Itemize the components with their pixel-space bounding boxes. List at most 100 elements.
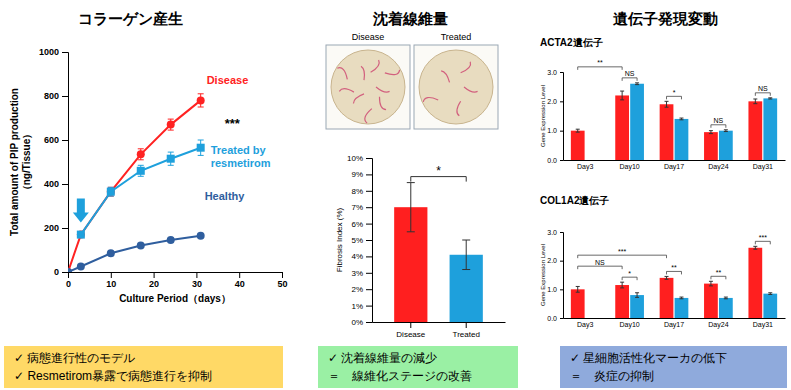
marker (197, 96, 205, 104)
significance: * (673, 89, 676, 96)
error-bar (709, 131, 713, 134)
tick-label: 9% (351, 170, 363, 179)
tick-label: 20 (149, 279, 159, 289)
tick: 8% (351, 187, 372, 196)
marker (137, 167, 145, 175)
bracket (578, 255, 667, 258)
error-bar (168, 152, 174, 165)
tick-mark (366, 289, 372, 290)
tick-mark (62, 140, 68, 141)
significance: * (436, 164, 441, 178)
tick-mark (560, 101, 563, 102)
axis-line (366, 159, 373, 323)
tick-label: 1% (351, 302, 363, 311)
axis: Day3Day10Day17Day24Day31 (564, 318, 786, 329)
axis-title: （ng/Tissue） (21, 129, 32, 196)
tick: Day24 (708, 160, 728, 171)
tick-label: 400 (44, 179, 59, 189)
bar (719, 131, 733, 160)
marker (107, 188, 115, 196)
tick-label: 2% (351, 285, 363, 294)
tick-label: 2.0 (547, 257, 557, 264)
image-frame (326, 45, 410, 129)
bar (763, 98, 777, 160)
tick-label: Day17 (664, 163, 684, 171)
marker (107, 188, 115, 196)
tick-mark (62, 96, 68, 97)
error-bar (665, 101, 669, 107)
axis: 0.01.02.03.0 (547, 69, 563, 164)
error-bar (635, 83, 639, 85)
tick: Day3 (577, 160, 593, 171)
significance: *** (759, 234, 767, 241)
tick: 0.0 (547, 157, 563, 164)
plot-area (394, 183, 483, 322)
tick-label: 0 (66, 279, 71, 289)
bar (748, 101, 762, 160)
significance: ** (671, 264, 677, 271)
tick-mark (366, 191, 372, 192)
significance: *** (225, 116, 241, 131)
tick-label: 4% (351, 252, 363, 261)
summary-text: ✓ 沈着線維量の減少 (328, 351, 437, 365)
axis-line (564, 318, 786, 319)
bar (675, 119, 689, 160)
fiber (461, 62, 471, 73)
tick: Day17 (664, 160, 684, 171)
bracket (667, 271, 682, 274)
axis-title: Culture Period（days） (119, 293, 231, 304)
tick-label: 3.0 (547, 229, 557, 236)
bracket (755, 93, 770, 96)
grouped-bar-chart: COL1A2遺伝子Day3Day10Day17Day24Day310.01.02… (540, 195, 786, 329)
error-bar (138, 165, 144, 176)
significance: * (628, 270, 631, 277)
tick-mark (560, 318, 563, 319)
tick-label: 8% (351, 187, 363, 196)
tick: Day31 (753, 160, 773, 171)
tick-label: 1.0 (547, 286, 557, 293)
axis: 0.01.02.03.0 (547, 229, 563, 322)
tick-label: 0% (351, 318, 363, 327)
tick-label: 1000 (39, 47, 59, 57)
summary-text: ＝ 炎症の抑制 (570, 369, 654, 383)
section-title: 遺伝子発現変動 (613, 10, 718, 27)
error-bar (407, 183, 415, 232)
tick-label: 0.0 (547, 157, 557, 164)
bar (704, 284, 718, 318)
tick-mark (62, 228, 68, 229)
marker (197, 232, 205, 240)
tick-label: 6% (351, 220, 363, 229)
axis: 01020304050 (66, 272, 288, 289)
fiber (361, 66, 364, 80)
tick-mark (560, 160, 563, 161)
fiber (385, 70, 400, 75)
tick-label: Day3 (577, 321, 593, 329)
tick: 800 (44, 91, 68, 101)
fiber (379, 97, 386, 110)
error-bar (108, 187, 114, 196)
tick: 3% (351, 269, 372, 278)
tick-mark (62, 272, 68, 273)
tick-mark (560, 232, 563, 233)
series-line (81, 148, 201, 235)
error-bar (462, 240, 470, 270)
tick-mark (466, 322, 467, 328)
error-bar (620, 91, 624, 100)
axis-line (69, 273, 283, 279)
summary-text: ✓ Resmetirom暴露で病態進行を抑制 (14, 369, 212, 383)
series-label: Disease (207, 74, 249, 86)
tick-mark (366, 256, 372, 257)
tick-label: Day10 (619, 163, 639, 171)
marker (167, 236, 175, 244)
tick-mark (239, 272, 240, 278)
tick-label: 5% (351, 236, 363, 245)
images: DiseaseTreated (326, 32, 498, 129)
error-bar (576, 129, 580, 132)
marker (68, 268, 72, 272)
tick: 2.0 (547, 98, 563, 105)
plot-area (571, 246, 777, 318)
axis: 02004006008001000 (39, 47, 69, 277)
error-bar (724, 130, 728, 132)
tick: Day24 (708, 318, 728, 329)
fiber (423, 98, 438, 102)
